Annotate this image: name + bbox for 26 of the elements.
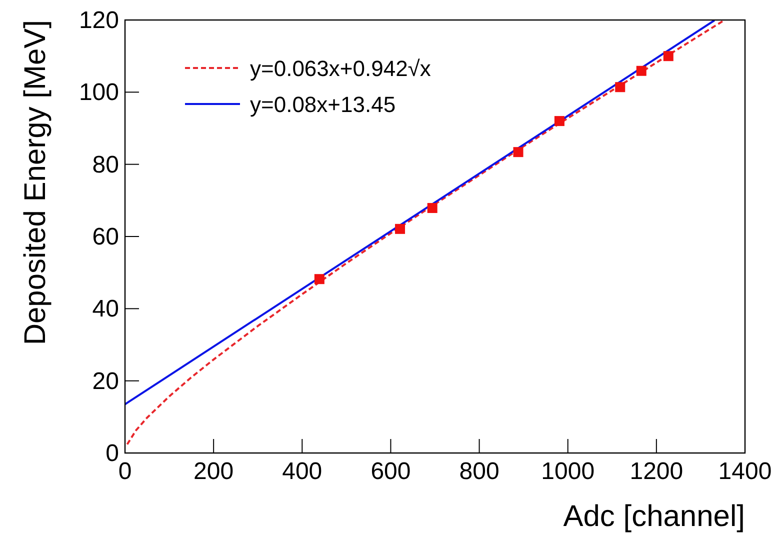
x-tick-label: 400 <box>282 458 322 485</box>
x-tick-label: 1000 <box>541 458 595 485</box>
y-tick-label: 0 <box>106 440 119 467</box>
x-tick-label: 800 <box>459 458 500 485</box>
x-tick-label: 1200 <box>630 458 684 485</box>
point <box>663 51 674 62</box>
y-tick-label: 80 <box>92 151 119 178</box>
legend-label: y=0.063x+0.942√x <box>250 56 431 81</box>
y-tick-label: 100 <box>78 79 119 106</box>
point <box>513 147 524 158</box>
point <box>615 82 626 92</box>
y-tick-label: 120 <box>78 7 119 34</box>
y-tick-label: 60 <box>92 224 119 250</box>
legend-label: y=0.08x+13.45 <box>250 92 396 117</box>
x-tick-label: 600 <box>370 458 411 485</box>
point <box>314 274 324 284</box>
x-axis-title: Adc [channel] <box>563 500 745 533</box>
point <box>395 224 406 234</box>
point <box>427 202 438 213</box>
y-axis-title: Deposited Energy [MeV] <box>19 20 52 346</box>
point <box>636 66 646 76</box>
x-tick-label: 1400 <box>718 458 772 485</box>
point <box>554 116 564 126</box>
y-tick-label: 20 <box>92 368 119 395</box>
y-tick-label: 40 <box>92 296 119 323</box>
x-tick-label: 200 <box>194 458 234 485</box>
